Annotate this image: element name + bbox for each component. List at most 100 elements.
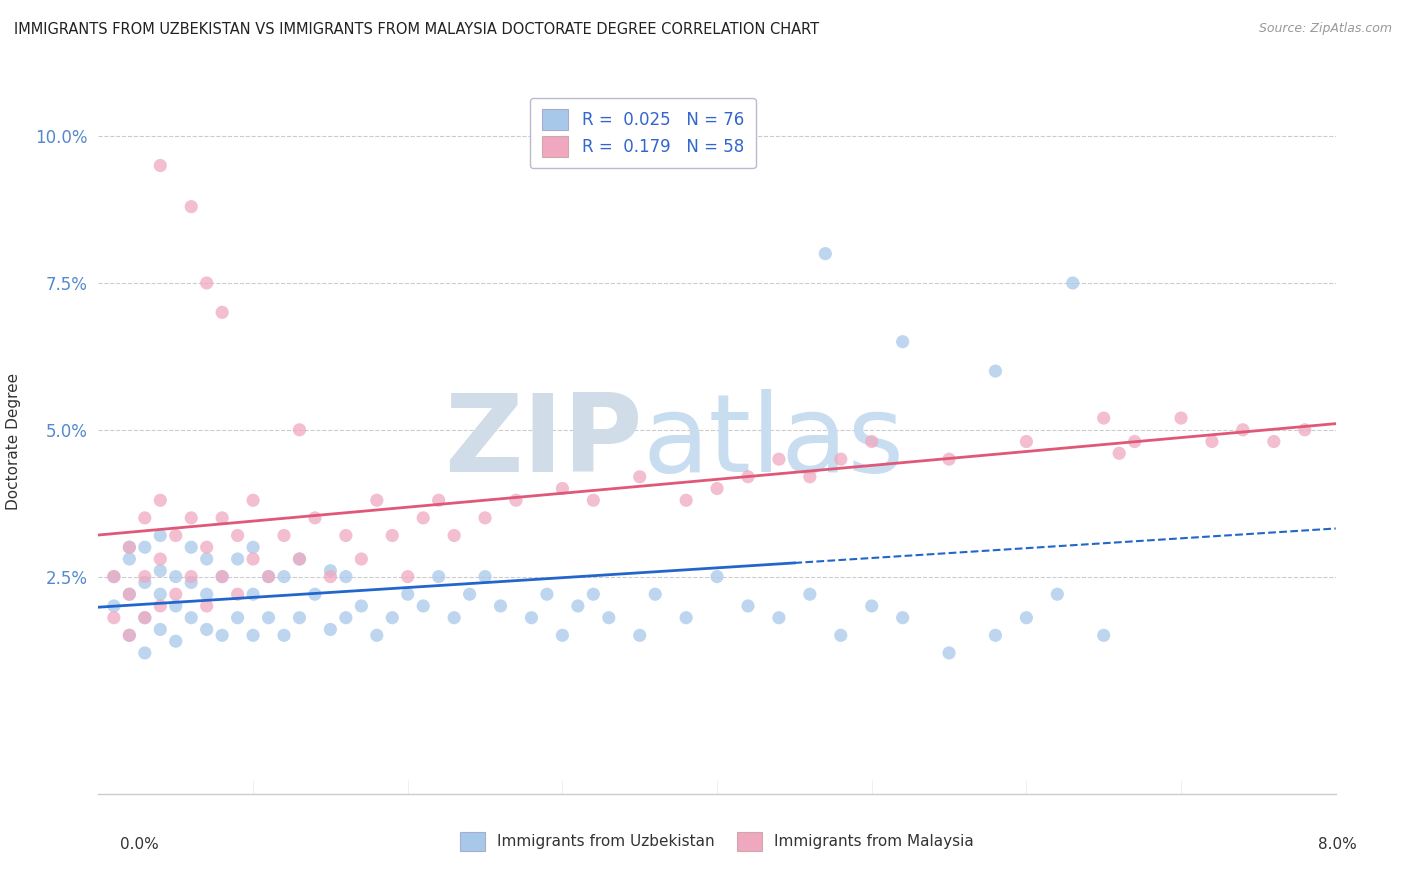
Point bbox=[1170, 411, 1192, 425]
Point bbox=[134, 611, 156, 625]
Text: Source: ZipAtlas.com: Source: ZipAtlas.com bbox=[1258, 22, 1392, 36]
Point bbox=[412, 511, 434, 525]
Point bbox=[118, 587, 141, 601]
Point bbox=[1046, 587, 1069, 601]
Point bbox=[706, 569, 728, 583]
Point bbox=[180, 611, 202, 625]
Point bbox=[737, 469, 759, 483]
Point bbox=[134, 611, 156, 625]
Point bbox=[319, 623, 342, 637]
Point bbox=[1201, 434, 1223, 449]
Point bbox=[427, 569, 450, 583]
Text: atlas: atlas bbox=[643, 389, 905, 494]
Point bbox=[1015, 611, 1038, 625]
Point bbox=[226, 611, 249, 625]
Point bbox=[938, 646, 960, 660]
Point bbox=[226, 587, 249, 601]
Point bbox=[1232, 423, 1254, 437]
Point bbox=[149, 493, 172, 508]
Point bbox=[211, 569, 233, 583]
Point bbox=[242, 540, 264, 554]
Point bbox=[768, 452, 790, 467]
Point bbox=[180, 540, 202, 554]
Point bbox=[257, 611, 280, 625]
Point bbox=[257, 569, 280, 583]
Point bbox=[381, 528, 404, 542]
Point bbox=[768, 611, 790, 625]
Point bbox=[242, 628, 264, 642]
Point bbox=[427, 493, 450, 508]
Point bbox=[149, 159, 172, 173]
Point bbox=[799, 469, 821, 483]
Point bbox=[737, 599, 759, 613]
Legend: Immigrants from Uzbekistan, Immigrants from Malaysia: Immigrants from Uzbekistan, Immigrants f… bbox=[454, 826, 980, 856]
Point bbox=[134, 646, 156, 660]
Point bbox=[1263, 434, 1285, 449]
Point bbox=[489, 599, 512, 613]
Point bbox=[628, 628, 651, 642]
Point bbox=[180, 569, 202, 583]
Point bbox=[288, 423, 311, 437]
Point bbox=[288, 552, 311, 566]
Point bbox=[335, 569, 357, 583]
Point bbox=[149, 528, 172, 542]
Point bbox=[938, 452, 960, 467]
Point bbox=[242, 493, 264, 508]
Point bbox=[288, 611, 311, 625]
Point bbox=[891, 611, 914, 625]
Point bbox=[118, 628, 141, 642]
Text: ZIP: ZIP bbox=[444, 389, 643, 494]
Point bbox=[226, 552, 249, 566]
Point bbox=[474, 511, 496, 525]
Y-axis label: Doctorate Degree: Doctorate Degree bbox=[6, 373, 21, 510]
Point bbox=[319, 564, 342, 578]
Point bbox=[103, 569, 125, 583]
Point bbox=[288, 552, 311, 566]
Point bbox=[103, 599, 125, 613]
Point bbox=[443, 611, 465, 625]
Point bbox=[242, 587, 264, 601]
Point bbox=[675, 493, 697, 508]
Point bbox=[319, 569, 342, 583]
Point bbox=[304, 587, 326, 601]
Point bbox=[706, 482, 728, 496]
Point bbox=[335, 611, 357, 625]
Point bbox=[211, 305, 233, 319]
Point bbox=[211, 569, 233, 583]
Point bbox=[134, 540, 156, 554]
Point bbox=[134, 575, 156, 590]
Point bbox=[474, 569, 496, 583]
Point bbox=[1092, 411, 1115, 425]
Point bbox=[165, 528, 187, 542]
Point bbox=[814, 246, 837, 260]
Point bbox=[1092, 628, 1115, 642]
Point bbox=[165, 599, 187, 613]
Point bbox=[520, 611, 543, 625]
Point bbox=[644, 587, 666, 601]
Point bbox=[180, 575, 202, 590]
Point bbox=[1123, 434, 1146, 449]
Point bbox=[242, 552, 264, 566]
Point bbox=[799, 587, 821, 601]
Point bbox=[273, 628, 295, 642]
Point bbox=[675, 611, 697, 625]
Point bbox=[335, 528, 357, 542]
Point bbox=[103, 569, 125, 583]
Point bbox=[195, 552, 218, 566]
Point bbox=[134, 569, 156, 583]
Point bbox=[165, 587, 187, 601]
Point bbox=[103, 611, 125, 625]
Point bbox=[118, 587, 141, 601]
Point bbox=[226, 528, 249, 542]
Point bbox=[396, 587, 419, 601]
Point bbox=[1108, 446, 1130, 460]
Point bbox=[984, 364, 1007, 378]
Point bbox=[165, 634, 187, 648]
Point bbox=[458, 587, 481, 601]
Point bbox=[1294, 423, 1316, 437]
Point bbox=[273, 528, 295, 542]
Point bbox=[149, 599, 172, 613]
Point bbox=[118, 552, 141, 566]
Point bbox=[118, 540, 141, 554]
Point bbox=[273, 569, 295, 583]
